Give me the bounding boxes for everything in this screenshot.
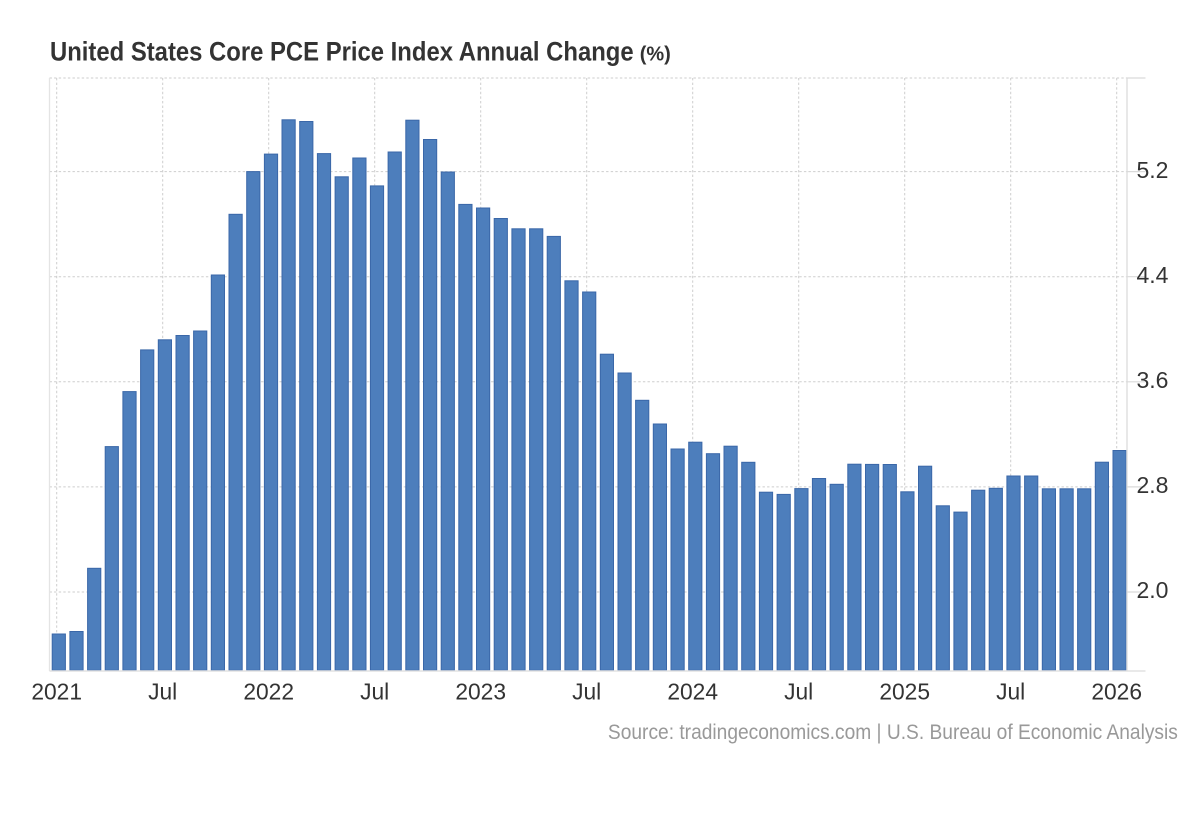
svg-text:Jul: Jul — [360, 679, 389, 705]
svg-text:(%): (%) — [640, 43, 671, 65]
svg-text:3.6: 3.6 — [1137, 367, 1169, 393]
svg-text:2.0: 2.0 — [1137, 577, 1169, 603]
svg-text:Jul: Jul — [996, 679, 1025, 705]
svg-text:5.2: 5.2 — [1137, 157, 1169, 183]
svg-text:Jul: Jul — [148, 679, 177, 705]
svg-text:4.4: 4.4 — [1137, 262, 1169, 288]
svg-text:Jul: Jul — [784, 679, 813, 705]
svg-text:2022: 2022 — [243, 679, 294, 705]
svg-text:Source: tradingeconomics.com |: Source: tradingeconomics.com | U.S. Bure… — [608, 721, 1178, 744]
svg-text:Jul: Jul — [572, 679, 601, 705]
svg-text:United States Core PCE Price I: United States Core PCE Price Index Annua… — [50, 37, 634, 66]
svg-text:2025: 2025 — [879, 679, 930, 705]
svg-text:2021: 2021 — [31, 679, 82, 705]
svg-text:2023: 2023 — [455, 679, 506, 705]
svg-text:2.8: 2.8 — [1137, 472, 1169, 498]
svg-text:2024: 2024 — [667, 679, 718, 705]
svg-text:2026: 2026 — [1091, 679, 1142, 705]
